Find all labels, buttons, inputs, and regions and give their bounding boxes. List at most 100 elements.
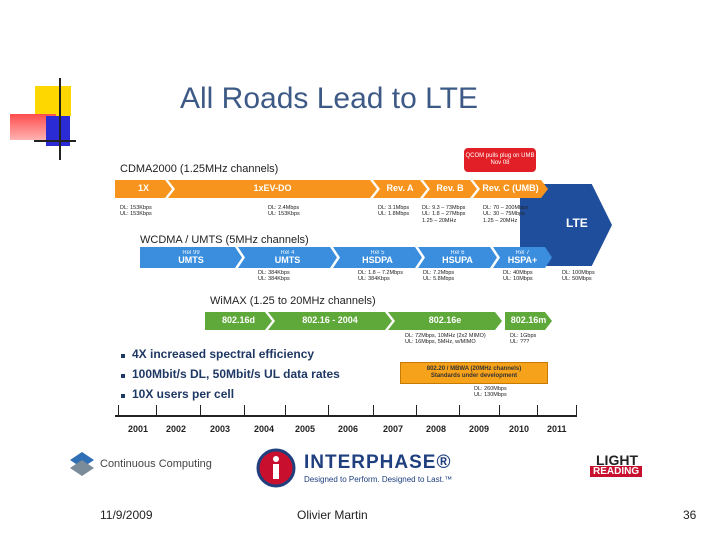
speeds: DL: 40Mbps UL: 10Mbps xyxy=(503,270,533,283)
speed-line: UL: 1.8 – 27Mbps xyxy=(422,211,466,218)
speed-line: UL: 384Kbps xyxy=(358,276,390,283)
continuous-logo: Continuous Computing xyxy=(100,458,212,470)
year: 2003 xyxy=(210,424,231,434)
light-logo: LIGHT xyxy=(596,452,638,468)
interphase-logo: INTERPHASE® xyxy=(304,452,452,473)
segment-name: HSPA+ xyxy=(507,254,538,265)
segment-name: Rev. C (UMB) xyxy=(482,183,539,194)
year: 2007 xyxy=(383,424,404,434)
timeline-tick xyxy=(118,405,119,415)
segment: Rel 7 HSPA+ xyxy=(493,247,552,268)
deco-line-v xyxy=(59,78,61,160)
segment: Rev. C (UMB) xyxy=(473,180,548,198)
segment: 802.16e xyxy=(388,312,502,330)
timeline-tick xyxy=(373,405,374,415)
speed-line: UL: 1.8Mbps xyxy=(378,211,410,218)
timeline-line xyxy=(115,415,577,417)
speed-line: DL: 72Mbps, 10MHz (2x2 MIMO) xyxy=(405,333,486,339)
speed-line: UL: 153Kbps xyxy=(268,211,300,218)
mbwa-line: Standards under development xyxy=(430,373,518,379)
lte-speeds: DL: 100Mbps UL: 50Mbps xyxy=(562,270,595,283)
segment-name: 802.16 - 2004 xyxy=(302,315,358,326)
segment-name: UMTS xyxy=(178,254,204,265)
reading-logo: READING xyxy=(590,466,643,477)
speeds: DL: 2.4Mbps UL: 153Kbps xyxy=(268,205,300,218)
bullet-dot xyxy=(121,354,125,358)
segment: 802.16m xyxy=(505,312,552,330)
interphase-icon xyxy=(256,448,296,488)
segment-name: 802.16e xyxy=(428,315,462,326)
speeds: DL: 384Kbps UL: 384Kbps xyxy=(258,270,290,283)
year: 2009 xyxy=(469,424,490,434)
icon-dot xyxy=(273,456,279,462)
speed-line: UL: 130Mbps xyxy=(474,392,507,399)
year: 2005 xyxy=(295,424,316,434)
mbwa-line: 802.20 / MBWA (20MHz channels) xyxy=(426,365,522,372)
speed-line: UL: 10Mbps xyxy=(503,276,533,283)
year: 2011 xyxy=(547,424,567,434)
speeds: DL: 9.3 – 73Mbps UL: 1.8 – 27Mbps 1.25 – 2… xyxy=(422,205,465,224)
speed-line: DL: 384Kbps xyxy=(258,270,290,276)
speeds: DL: 3.1Mbps UL: 1.8Mbps xyxy=(378,205,409,218)
year: 2010 xyxy=(509,424,530,434)
year: 2006 xyxy=(338,424,359,434)
segment: Rel 4 UMTS xyxy=(238,247,337,268)
footer-author: Olivier Martin xyxy=(297,508,368,522)
bullet-dot xyxy=(121,394,125,398)
row-label: WCDMA / UMTS (5MHz channels) xyxy=(140,234,309,246)
speed-line: DL: 40Mbps xyxy=(503,270,533,276)
slide-title: All Roads Lead to LTE xyxy=(180,82,478,115)
timeline-tick xyxy=(328,405,329,415)
segment-release: Rel 5 xyxy=(370,249,385,256)
segment-release: Rel 99 xyxy=(182,249,200,256)
bullet: 100Mbit/s DL, 50Mbit/s UL data rates xyxy=(132,367,340,381)
speed-line: UL: 16Mbps, 5MHz, w/MIMO xyxy=(405,339,476,346)
deco-yellow xyxy=(35,86,71,116)
interphase-tagline: Designed to Perform. Designed to Last.™ xyxy=(304,475,453,484)
icon-bar xyxy=(273,464,279,479)
timeline-tick xyxy=(499,405,500,415)
speed-line: 1.25 – 20MHz xyxy=(483,217,518,224)
mbwa-speeds: DL: 260Mbps UL: 130Mbps xyxy=(474,386,507,399)
timeline-tick xyxy=(416,405,417,415)
continuous-icon xyxy=(70,452,94,476)
segment-release: Rel 7 xyxy=(515,249,530,256)
mbwa-box: 802.20 / MBWA (20MHz channels) Standards … xyxy=(400,362,548,384)
segment-name: UMTS xyxy=(274,254,301,265)
timeline-tick xyxy=(244,405,245,415)
speed-line: DL: 100Mbps xyxy=(562,270,595,276)
speeds: DL: 153Kbps UL: 153Kbps xyxy=(120,205,152,218)
speeds: DL: 72Mbps, 10MHz (2x2 MIMO) UL: 16Mbps, … xyxy=(405,333,486,346)
speed-line: UL: 153Kbps xyxy=(120,211,152,218)
row-label: CDMA2000 (1.25MHz channels) xyxy=(120,163,279,175)
segment: Rel 5 HSDPA xyxy=(333,247,422,268)
speed-line: DL: 70 – 200Mbps xyxy=(483,205,528,211)
speed-line: DL: 7.2Mbps xyxy=(423,270,455,276)
speed-line: DL: 9.3 – 73Mbps xyxy=(422,205,466,211)
timeline-tick xyxy=(459,405,460,415)
bullet: 4X increased spectral efficiency xyxy=(132,347,315,361)
speeds: DL: 1Gbps UL: ??? xyxy=(510,333,536,346)
segment-name: HSUPA xyxy=(442,254,473,265)
bullet: 10X users per cell xyxy=(132,387,235,401)
timeline-tick xyxy=(537,405,538,415)
segment-release: Rel 6 xyxy=(450,249,465,256)
segment-name: Rev. A xyxy=(386,183,414,194)
segment: 802.16d xyxy=(205,312,272,330)
footer-date: 11/9/2009 xyxy=(100,508,153,522)
year: 2002 xyxy=(166,424,187,434)
year: 2004 xyxy=(254,424,275,434)
year: 2008 xyxy=(426,424,447,434)
lte-label: LTE xyxy=(566,216,588,230)
speed-line: DL: 2.4Mbps xyxy=(268,205,300,211)
speeds: DL: 7.2Mbps UL: 5.8Mbps xyxy=(423,270,454,283)
segment-name: 1X xyxy=(137,183,149,194)
segment-name: HSDPA xyxy=(362,254,393,265)
speed-line: UL: 30 – 75Mbps xyxy=(483,211,525,218)
year: 2001 xyxy=(128,424,149,434)
segment: Rev. A xyxy=(373,180,427,198)
segment-name: 1xEV-DO xyxy=(253,183,292,194)
speed-line: 1.25 – 20MHz xyxy=(422,217,457,224)
icon-shape xyxy=(70,460,94,476)
